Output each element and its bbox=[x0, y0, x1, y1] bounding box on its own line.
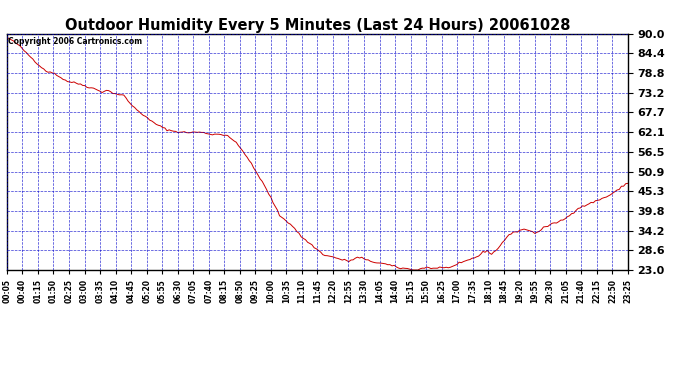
Title: Outdoor Humidity Every 5 Minutes (Last 24 Hours) 20061028: Outdoor Humidity Every 5 Minutes (Last 2… bbox=[65, 18, 570, 33]
Text: Copyright 2006 Cartronics.com: Copyright 2006 Cartronics.com bbox=[8, 37, 142, 46]
